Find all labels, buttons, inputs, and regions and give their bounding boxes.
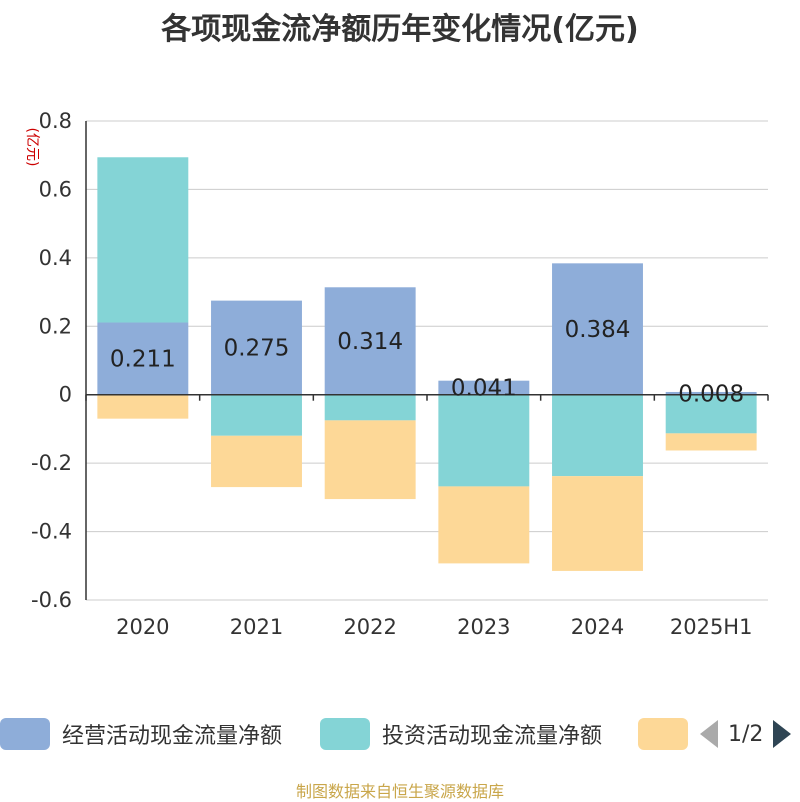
x-category-label: 2021 (230, 615, 283, 639)
y-tick-label: -0.4 (31, 520, 72, 544)
y-tick-label: 0 (59, 383, 72, 407)
bar-financing (324, 420, 416, 500)
x-category-label: 2022 (343, 615, 396, 639)
y-tick-label: 0.2 (39, 314, 72, 338)
x-category-label: 2025H1 (670, 615, 753, 639)
legend-item-operating[interactable]: 经营活动现金流量净额 (0, 716, 282, 752)
legend-item-investing[interactable]: 投资活动现金流量净额 (320, 716, 602, 752)
bar-financing (665, 433, 757, 451)
bar-operating (97, 322, 189, 395)
bar-investing (552, 394, 643, 477)
bar-data-label: 0.041 (451, 376, 517, 402)
x-category-label: 2020 (116, 615, 169, 639)
legend-swatch-financing (638, 718, 688, 750)
legend-label-operating: 经营活动现金流量净额 (62, 724, 283, 749)
legend-item-financing[interactable] (638, 716, 688, 752)
bar-data-label: 0.008 (678, 381, 744, 407)
bar-investing (438, 394, 530, 487)
bar-investing (324, 394, 416, 421)
bar-data-label: 0.314 (337, 329, 403, 355)
source-note: 制图数据来自恒生聚源数据库 (295, 782, 504, 801)
legend-swatch-operating (0, 718, 50, 750)
bar-financing (211, 435, 302, 488)
bar-data-label: 0.275 (224, 336, 290, 362)
y-tick-label: 0.6 (39, 177, 72, 201)
y-tick-label: -0.2 (31, 451, 72, 475)
x-category-label: 2023 (457, 615, 510, 639)
bar-operating (324, 287, 416, 395)
bar-financing (97, 394, 189, 419)
triangle-left-icon[interactable] (700, 720, 718, 748)
bar-financing (438, 486, 530, 564)
legend-swatch-investing (320, 718, 370, 750)
bar-operating (211, 300, 302, 395)
triangle-right-icon[interactable] (773, 720, 792, 748)
y-axis-unit-label: (亿元) (24, 128, 40, 167)
bar-operating (665, 391, 757, 395)
x-category-label: 2024 (571, 615, 624, 639)
bar-investing (211, 394, 302, 436)
legend-pager: 1/2 (700, 716, 792, 752)
y-tick-label: 0.4 (39, 246, 72, 270)
legend-label-investing: 投资活动现金流量净额 (382, 724, 603, 749)
bar-data-label: 0.384 (565, 317, 631, 343)
legend-page-indicator: 1/2 (728, 721, 764, 747)
bar-investing (97, 157, 189, 323)
bar-financing (552, 476, 643, 571)
y-tick-label: 0.8 (39, 109, 72, 133)
chart-title: 各项现金流净额历年变化情况(亿元) (161, 12, 639, 47)
bar-operating (438, 380, 530, 395)
bar-data-label: 0.211 (110, 347, 176, 373)
y-tick-label: -0.6 (31, 588, 72, 612)
bar-investing (665, 394, 757, 434)
bar-operating (552, 263, 643, 395)
